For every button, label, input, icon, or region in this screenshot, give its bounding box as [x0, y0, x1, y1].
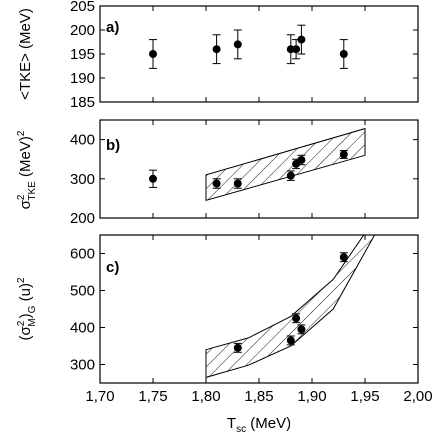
x-tick-label: 1,70 [85, 388, 114, 405]
panel-b-data-point [286, 171, 295, 180]
panel-a-data-point [297, 35, 306, 44]
panel-b-ylabel: σ2TKE (MeV)2 [16, 130, 38, 209]
panel-b-ylabel-sigma: σ [17, 199, 34, 209]
panel-c-ylabel-subG: G [27, 305, 38, 313]
panel-b-ylabel-unit: (MeV) [17, 136, 34, 177]
panel-a-data-point [292, 45, 301, 54]
x-tick-label: 1,95 [350, 388, 379, 405]
x-tick-label: 1,90 [297, 388, 326, 405]
panel-c-ytick-label: 500 [70, 283, 95, 300]
panel-b-ylabel-unit-sup: 2 [16, 130, 27, 136]
panel-b-data-point [212, 179, 221, 188]
panel-c-ylabel-close: ) [17, 313, 34, 318]
panel-c-label: c) [106, 259, 119, 276]
panel-b-data-point [233, 179, 242, 188]
panel-a-data-point [149, 50, 157, 58]
panel-b-data-point [297, 155, 306, 164]
x-axis-label-sub: sc [236, 424, 246, 435]
panel-a-label: a) [106, 19, 119, 36]
x-axis-label-unit: (MeV) [250, 415, 291, 432]
panel-b-label: b) [106, 137, 120, 154]
panel-c-ylabel-unit: (u) [17, 283, 34, 301]
panel-a-ylabel: <TKE> (MeV) [17, 8, 34, 100]
panel-a-frame [99, 5, 419, 103]
panel-c-ytick-label: 400 [70, 320, 95, 337]
panel-b-error-band [205, 127, 366, 202]
panel-c-data-point [339, 253, 348, 262]
panel-b-ytick-label: 200 [70, 210, 95, 227]
x-axis-label: Tsc (MeV) [227, 415, 291, 435]
panel-a-data-point [212, 45, 221, 54]
panel-a-data-point [233, 40, 242, 49]
panel-c-ylabel: (σ2M)G (u)2 [16, 277, 38, 340]
panel-c-data-point [292, 314, 301, 323]
panel-c-data-point [297, 325, 306, 334]
panel-c-ytick-label: 600 [70, 246, 95, 263]
panel-a-ytick-label: 195 [70, 46, 95, 63]
x-tick-label: 2,00 [403, 388, 432, 405]
x-axis-label-T: T [227, 415, 236, 432]
panel-a-ytick-label: 185 [70, 94, 95, 111]
panel-c-ylabel-unit-sup: 2 [16, 277, 27, 283]
panel-c-ylabel-open: (σ [17, 326, 34, 341]
panel-b-ytick-label: 300 [70, 171, 95, 188]
x-tick-label: 1,75 [138, 388, 167, 405]
panel-b-data-point [149, 174, 157, 183]
panel-a-ytick-label: 205 [70, 0, 95, 15]
panel-c-ytick-label: 300 [70, 357, 95, 374]
x-tick-label: 1,85 [244, 388, 273, 405]
panel-a-ytick-label: 190 [70, 70, 95, 87]
panel-b-data-point [339, 150, 348, 159]
panel-c-data-point [233, 343, 242, 352]
panel-b-ylabel-sup: 2 [16, 194, 27, 200]
panel-a-data-point [339, 50, 348, 58]
panel-b-ylabel-sub: TKE [27, 181, 38, 201]
panel-a-ytick-label: 200 [70, 22, 95, 39]
panel-c-data-point [286, 336, 295, 345]
panel-b-ytick-label: 400 [70, 132, 95, 149]
plot-layer: 185 190 195 200 205 200 300 400 300 400 500 600 1,70… [70, 0, 433, 405]
panel-c-ylabel-sup: 2 [16, 320, 27, 326]
x-tick-label: 1,80 [191, 388, 220, 405]
panel-c-error-band [205, 235, 376, 379]
panel-c-ylabel-sub: M [27, 318, 38, 326]
